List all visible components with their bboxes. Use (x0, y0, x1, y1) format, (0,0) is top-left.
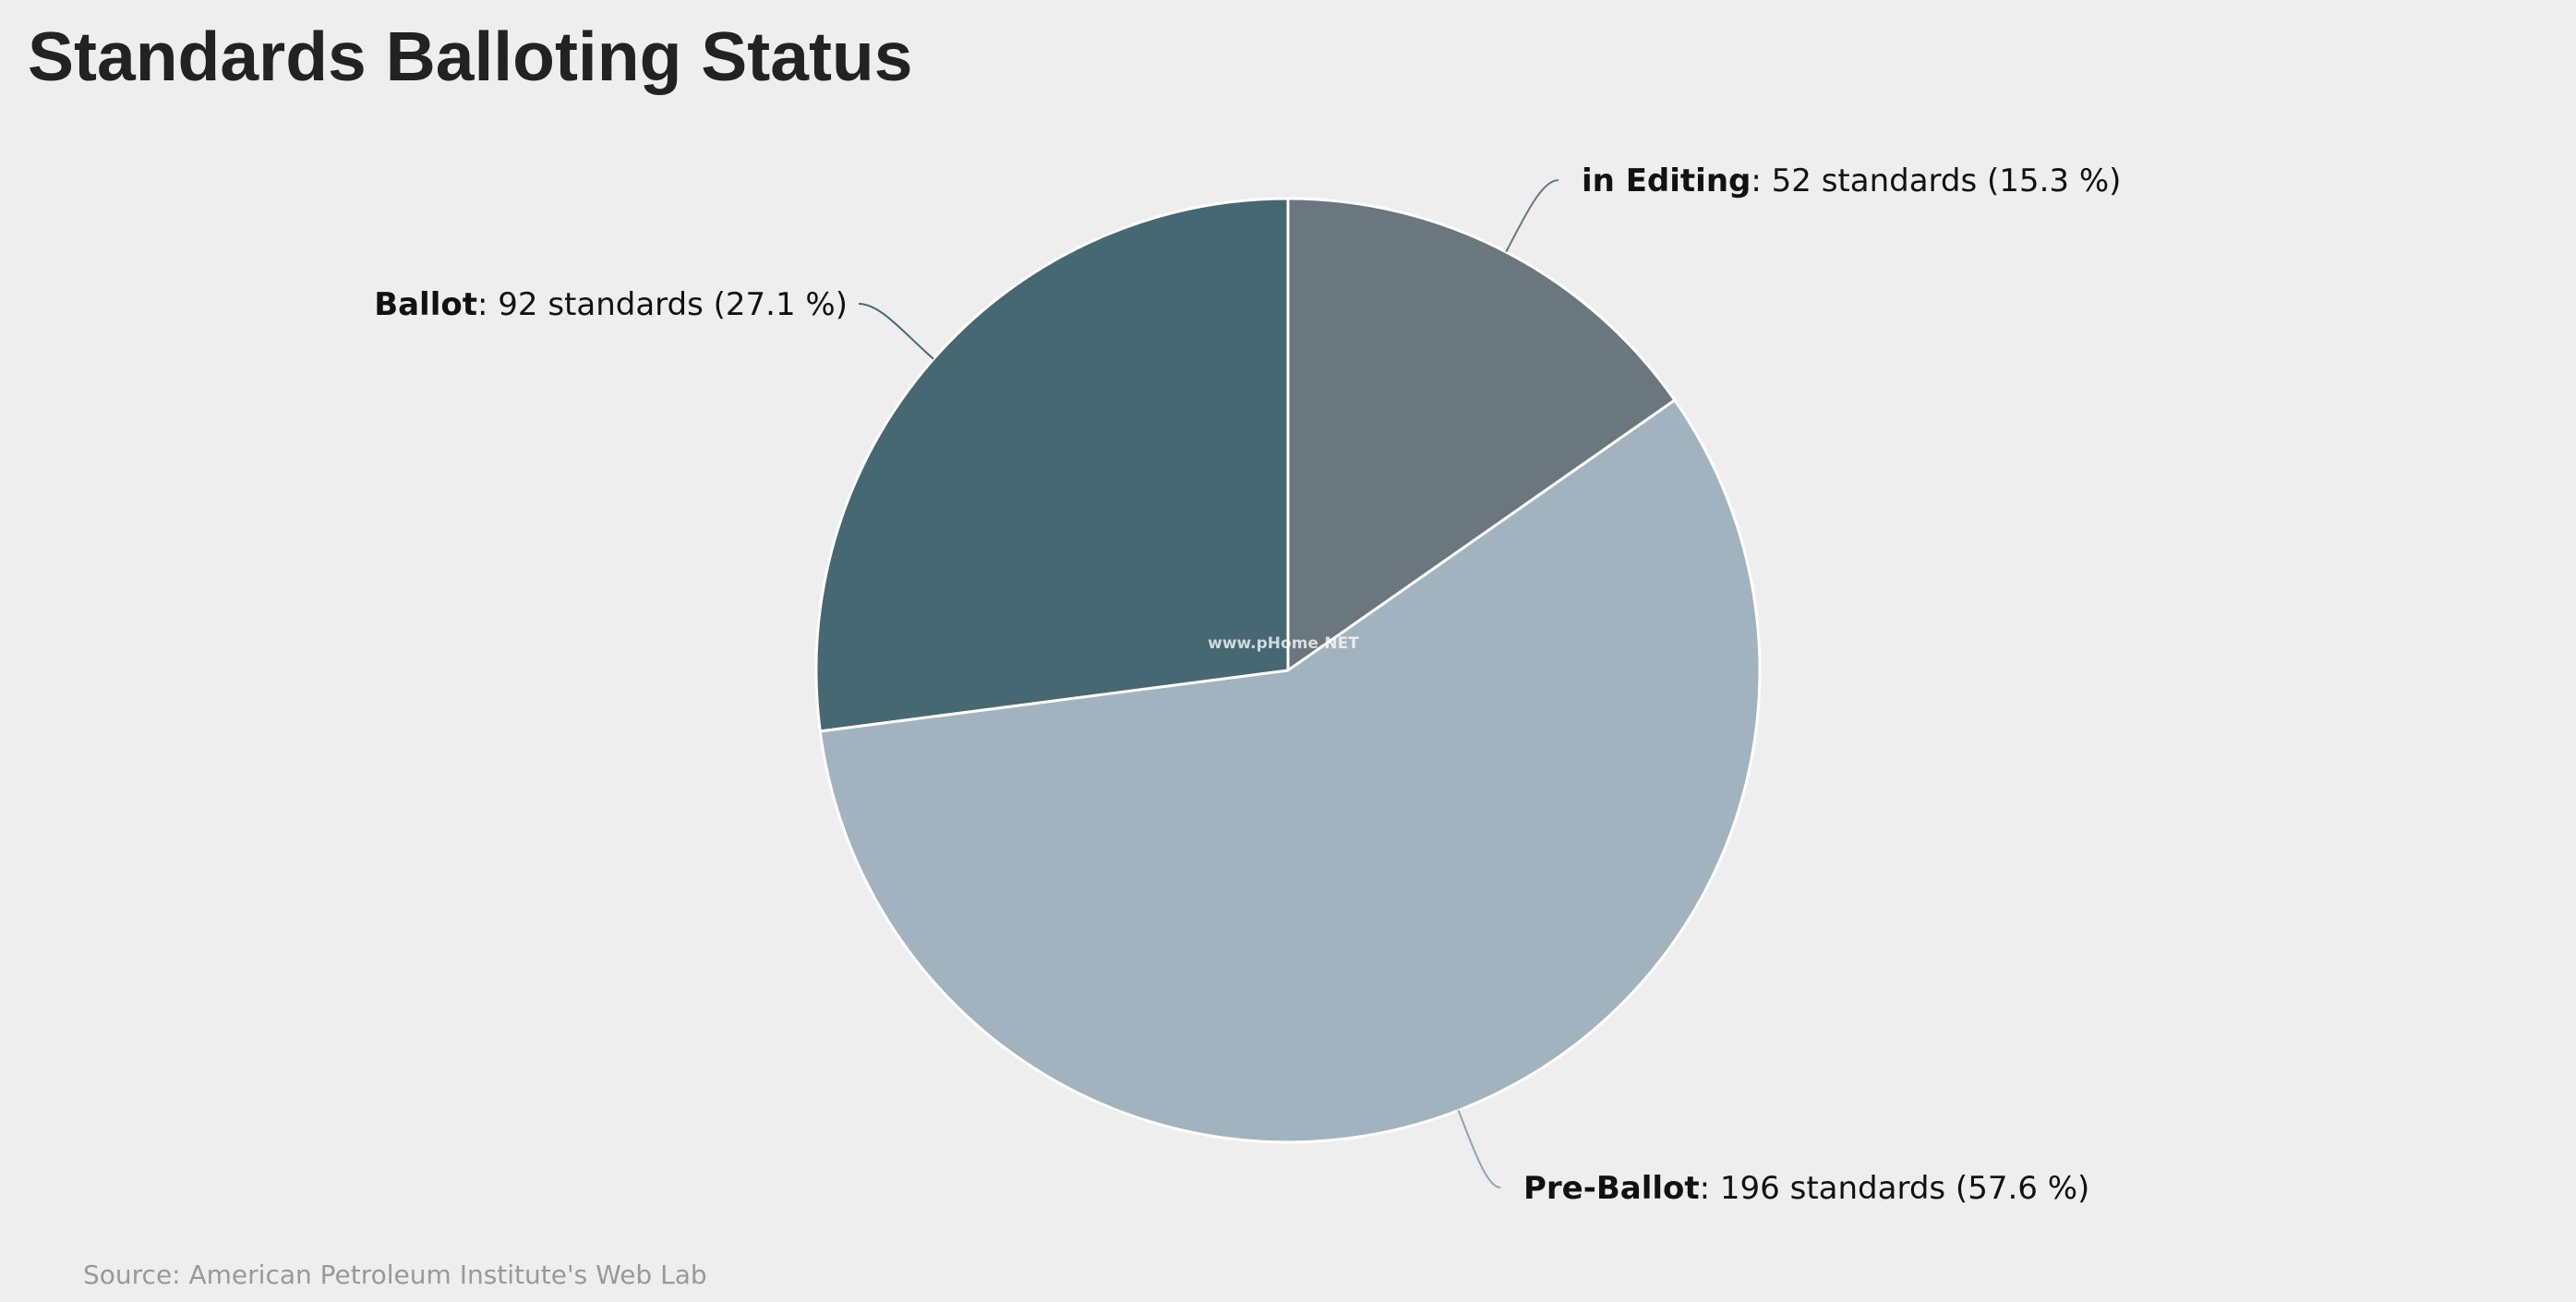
slice-label-value: : 92 standards (27.1 %) (477, 286, 848, 323)
chart-title: Standards Balloting Status (28, 18, 913, 95)
slice-label-name: Pre-Ballot (1523, 1170, 1700, 1207)
slice-label-pre-ballot: Pre-Ballot: 196 standards (57.6 %) (1523, 1170, 2089, 1207)
slice-label-name: Ballot (374, 286, 477, 323)
connector-in-editing (1505, 179, 1559, 253)
slice-label-ballot: Ballot: 92 standards (27.1 %) (374, 286, 848, 323)
pie-slices (814, 197, 1762, 1144)
slice-label-value: : 52 standards (15.3 %) (1751, 163, 2121, 199)
connector-pre-ballot (1457, 1110, 1501, 1188)
connector-ballot (858, 303, 934, 360)
pie-slice-in-editing[interactable] (1286, 197, 1677, 672)
source-note: Source: American Petroleum Institute's W… (83, 1260, 707, 1290)
slice-label-in-editing: in Editing: 52 standards (15.3 %) (1582, 163, 2121, 199)
slice-label-name: in Editing (1582, 163, 1751, 199)
label-connectors (858, 179, 1559, 1188)
pie-slice-pre-ballot[interactable] (818, 398, 1762, 1144)
pie-slice-ballot[interactable] (814, 197, 1290, 733)
slice-labels: in Editing: 52 standards (15.3 %) Pre-Bal… (374, 163, 2121, 1207)
slice-label-value: : 196 standards (57.6 %) (1700, 1170, 2090, 1207)
watermark-text: www.pHome.NET (1208, 634, 1359, 653)
